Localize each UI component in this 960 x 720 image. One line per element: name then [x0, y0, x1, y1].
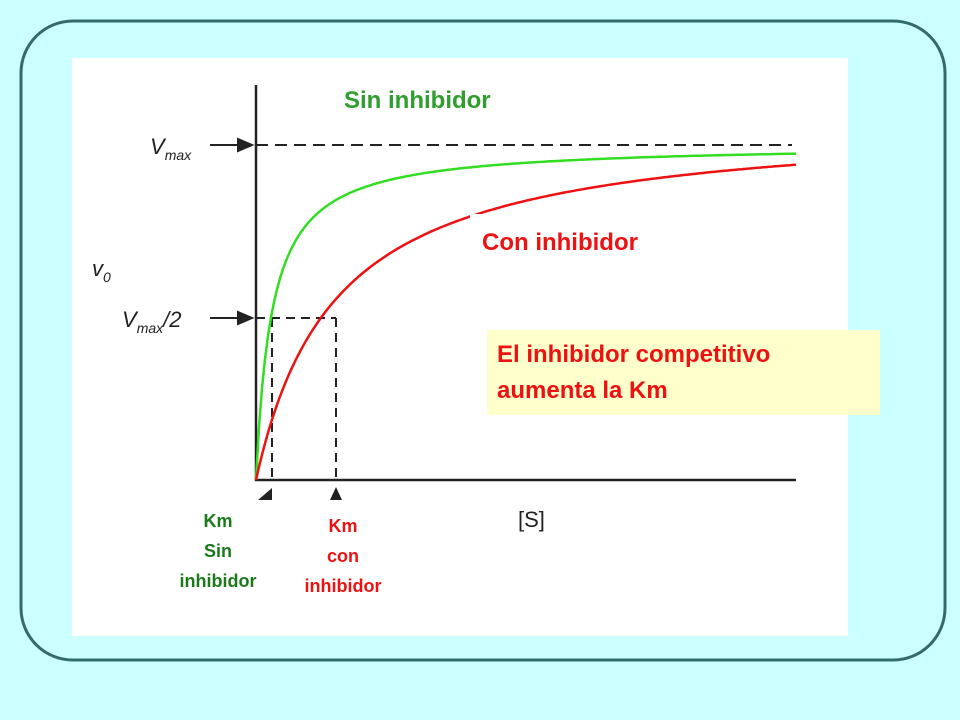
note-line: El inhibidor competitivo	[497, 341, 770, 368]
km-backdrop	[155, 500, 405, 636]
arrows	[210, 137, 342, 500]
vmax-label: Vmax	[150, 134, 192, 163]
y-axis-label: v0	[92, 256, 111, 285]
km-sin-line: inhibidor	[180, 571, 257, 591]
km-sin-line: Sin	[204, 541, 232, 561]
vmax-main: V	[150, 134, 167, 159]
km-con-line: Km	[328, 516, 357, 536]
vmax-half-suffix: /2	[161, 307, 181, 332]
vmax-sub: max	[165, 147, 192, 163]
label-backdrop	[470, 214, 700, 264]
curve-con-inhibidor	[254, 163, 797, 481]
curve-sin-inhibidor	[254, 152, 796, 481]
km-sin-line: Km	[203, 511, 232, 531]
y-label-sub: 0	[103, 269, 111, 285]
label-con-inhibidor: Con inhibidor	[482, 229, 638, 256]
km-con-line: inhibidor	[305, 576, 382, 596]
note-line: aumenta la Km	[497, 377, 668, 404]
km-con-label: Km con inhibidor	[305, 516, 382, 596]
y-label-main: v	[92, 256, 105, 281]
label-sin-inhibidor: Sin inhibidor	[344, 87, 491, 114]
vmax-half-main: V	[122, 307, 139, 332]
x-axis-label: [S]	[518, 507, 545, 532]
vmax-half-sub: max	[137, 320, 164, 336]
vmax-half-label: Vmax/2	[122, 307, 182, 336]
km-con-line: con	[327, 546, 359, 566]
km-sin-label: Km Sin inhibidor	[180, 511, 257, 591]
note-box	[487, 330, 880, 415]
